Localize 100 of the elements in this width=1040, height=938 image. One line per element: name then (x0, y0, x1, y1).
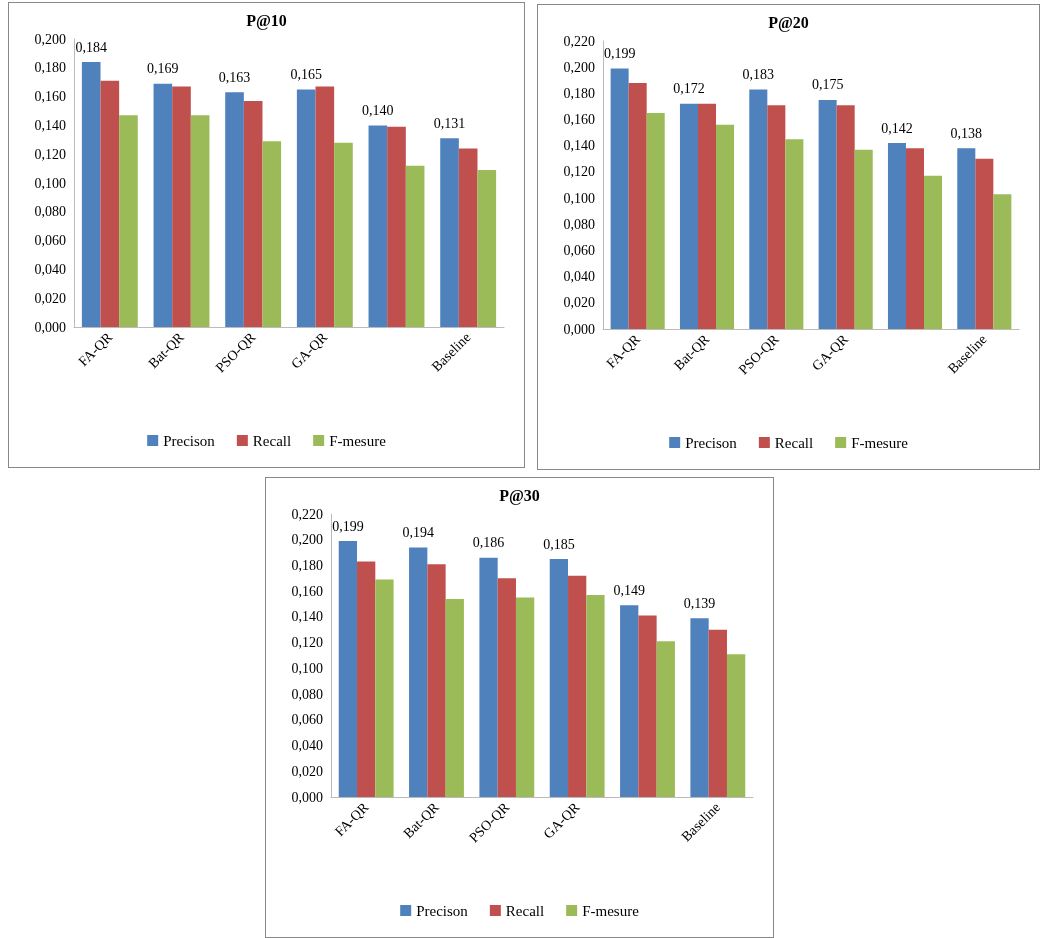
data-label: 0,175 (811, 77, 844, 93)
legend-label: F-mesure (329, 432, 387, 449)
data-label: 0,199 (332, 518, 364, 534)
y-tick-label: 0,180 (563, 85, 595, 101)
y-tick-label: 0,200 (291, 532, 323, 548)
bar (338, 541, 358, 797)
bar (887, 143, 906, 329)
y-tick-label: 0,000 (34, 319, 66, 335)
bar (409, 547, 428, 797)
y-tick-label: 0,100 (563, 190, 595, 206)
data-label: 0,131 (433, 115, 466, 131)
y-tick-label: 0,040 (34, 261, 66, 277)
y-tick-label: 0,140 (291, 609, 323, 625)
bar (726, 654, 746, 797)
bar (646, 113, 665, 329)
bar (549, 559, 569, 797)
data-label: 0,139 (683, 595, 716, 611)
data-label: 0,142 (881, 120, 913, 136)
bar (854, 149, 873, 329)
y-tick-label: 0,200 (34, 31, 66, 47)
bar (387, 126, 406, 327)
y-tick-label: 0,120 (563, 164, 595, 180)
bar (225, 92, 244, 327)
y-tick-label: 0,060 (34, 233, 66, 249)
chart-title: P@10 (246, 11, 287, 30)
bar (375, 579, 394, 797)
bar (296, 89, 316, 327)
data-label: 0,163 (218, 69, 251, 85)
bar (975, 158, 994, 329)
bar (610, 68, 629, 329)
y-tick-label: 0,060 (563, 242, 595, 258)
bar (427, 564, 446, 797)
bar (690, 618, 709, 797)
data-label: 0,138 (950, 125, 983, 141)
bar (836, 105, 855, 329)
y-tick-label: 0,200 (563, 59, 595, 75)
y-tick-label: 0,020 (563, 295, 595, 311)
data-label: 0,194 (402, 524, 434, 540)
y-tick-label: 0,120 (34, 146, 66, 162)
y-tick-label: 0,180 (34, 60, 66, 76)
legend-label: Recall (252, 432, 292, 449)
bar (440, 138, 459, 327)
y-tick-label: 0,020 (291, 763, 323, 779)
y-tick-label: 0,000 (563, 321, 595, 337)
bar (368, 125, 388, 327)
data-label: 0,184 (75, 39, 107, 55)
bar (479, 557, 498, 797)
y-tick-label: 0,100 (291, 660, 323, 676)
bar (708, 629, 727, 797)
legend-label: F-mesure (582, 902, 640, 919)
bar (357, 561, 376, 797)
bar (697, 103, 717, 329)
bar (905, 148, 925, 329)
bar (957, 148, 976, 329)
bar (586, 595, 605, 797)
y-tick-label: 0,140 (563, 138, 595, 154)
y-tick-label: 0,180 (291, 557, 323, 573)
bar (315, 86, 335, 327)
bar (172, 86, 191, 327)
y-tick-label: 0,020 (34, 290, 66, 306)
data-label: 0,199 (603, 45, 636, 61)
y-tick-label: 0,160 (291, 583, 323, 599)
bar (497, 578, 516, 797)
bar (679, 103, 698, 329)
bar (515, 597, 535, 797)
y-tick-label: 0,120 (291, 635, 323, 651)
y-tick-label: 0,000 (291, 789, 323, 805)
bar (818, 99, 837, 329)
legend-label: Precison (685, 434, 738, 451)
bar (477, 170, 497, 327)
bar (119, 115, 138, 327)
data-label: 0,169 (147, 61, 179, 77)
data-label: 0,140 (362, 102, 394, 118)
bar (243, 100, 263, 327)
bar (568, 575, 587, 797)
bar (749, 89, 768, 329)
bar (334, 142, 353, 327)
bar (656, 641, 675, 797)
y-tick-label: 0,040 (563, 269, 595, 285)
bar (405, 165, 425, 327)
legend-label: Precison (163, 432, 216, 449)
bar (993, 194, 1012, 329)
bar (924, 175, 943, 329)
y-tick-label: 0,080 (563, 216, 595, 232)
bar (458, 148, 478, 327)
data-label: 0,149 (613, 582, 645, 598)
chart-title: P@20 (768, 13, 809, 32)
bar (81, 62, 101, 327)
legend-label: F-mesure (851, 434, 909, 451)
bar (445, 598, 464, 797)
y-tick-label: 0,220 (563, 33, 595, 49)
bar (153, 83, 173, 327)
y-tick-label: 0,080 (34, 204, 66, 220)
y-tick-label: 0,060 (291, 712, 323, 728)
bar (785, 139, 804, 329)
bar (716, 124, 735, 329)
bar (100, 80, 120, 327)
legend-label: Recall (505, 902, 545, 919)
y-tick-label: 0,100 (34, 175, 66, 191)
data-label: 0,165 (290, 66, 322, 82)
